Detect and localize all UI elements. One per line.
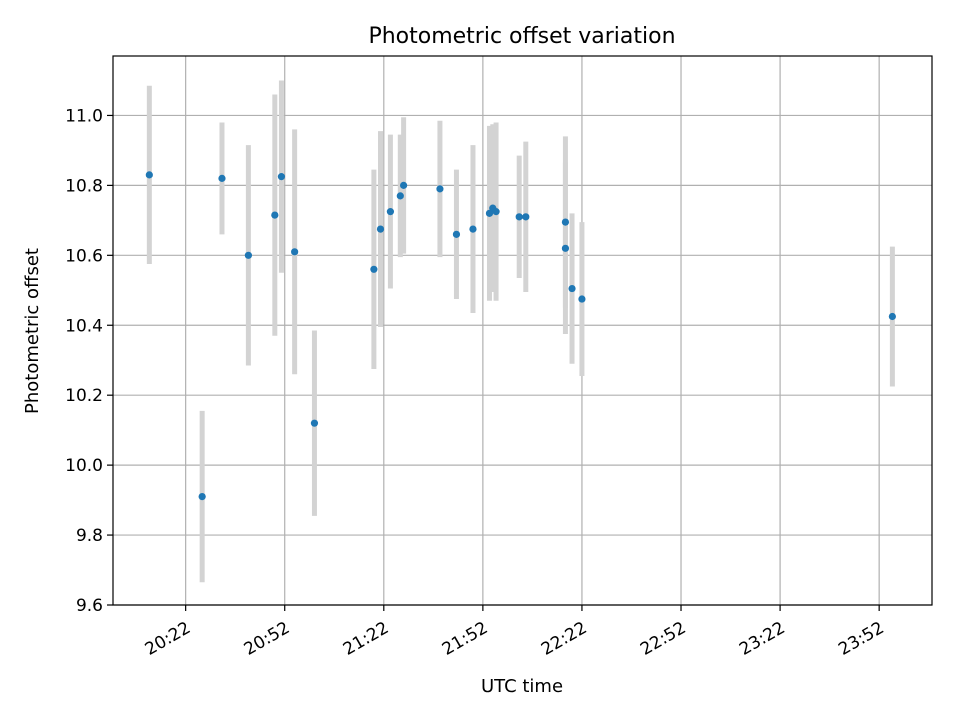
- data-point: [370, 265, 378, 273]
- data-point: [310, 419, 319, 427]
- data-point: [277, 173, 286, 181]
- y-tick-label: 10.8: [65, 176, 103, 196]
- x-tick-label: 21:52: [439, 618, 491, 660]
- data-point: [271, 211, 279, 219]
- y-tick-label: 10.6: [65, 246, 103, 266]
- data-point: [568, 284, 576, 293]
- data-point: [198, 492, 206, 501]
- data-point: [244, 251, 252, 259]
- data-point: [400, 181, 408, 189]
- x-tick-label: 23:52: [835, 618, 887, 660]
- data-point: [578, 295, 586, 303]
- y-axis-label: Photometric offset: [22, 248, 43, 414]
- data-point: [396, 192, 404, 200]
- data-point: [145, 171, 153, 179]
- data-point: [436, 185, 444, 193]
- y-tick-label: 11.0: [65, 106, 103, 126]
- data-point: [452, 230, 461, 238]
- data-point: [888, 312, 896, 321]
- x-axis-ticks: 20:22 20:52 21:22 21:52 22:22 22:52 23:22 23:52: [142, 605, 888, 660]
- grid-lines: [113, 56, 932, 606]
- data-points: [145, 171, 896, 501]
- data-point: [492, 208, 500, 216]
- y-tick-label: 9.6: [76, 596, 103, 616]
- data-point: [386, 208, 395, 216]
- chart-title: Photometric offset variation: [368, 24, 675, 49]
- x-tick-label: 21:22: [340, 618, 392, 660]
- x-tick-label: 22:22: [538, 618, 590, 660]
- data-point: [291, 248, 299, 256]
- x-tick-label: 20:52: [241, 618, 293, 660]
- data-point: [376, 225, 385, 233]
- plot-frame: [112, 55, 933, 606]
- y-axis-ticks: 9.6 9.8 10.0 10.2 10.4 10.6 10.8 11.0: [65, 106, 113, 616]
- x-tick-label: 20:22: [142, 618, 194, 660]
- y-tick-label: 10.0: [65, 456, 103, 476]
- data-point: [561, 244, 570, 252]
- x-tick-label: 22:52: [637, 618, 689, 660]
- y-tick-label: 9.8: [76, 526, 103, 546]
- x-tick-label: 23:22: [736, 618, 788, 660]
- data-point: [515, 213, 523, 221]
- y-tick-label: 10.4: [65, 316, 103, 336]
- data-point: [522, 213, 530, 221]
- data-point: [218, 174, 226, 182]
- y-tick-label: 10.2: [65, 386, 103, 406]
- x-axis-label: UTC time: [481, 676, 563, 697]
- error-bars: [146, 80, 895, 583]
- data-point: [561, 218, 570, 226]
- data-point: [469, 225, 477, 233]
- data-point: [485, 209, 494, 217]
